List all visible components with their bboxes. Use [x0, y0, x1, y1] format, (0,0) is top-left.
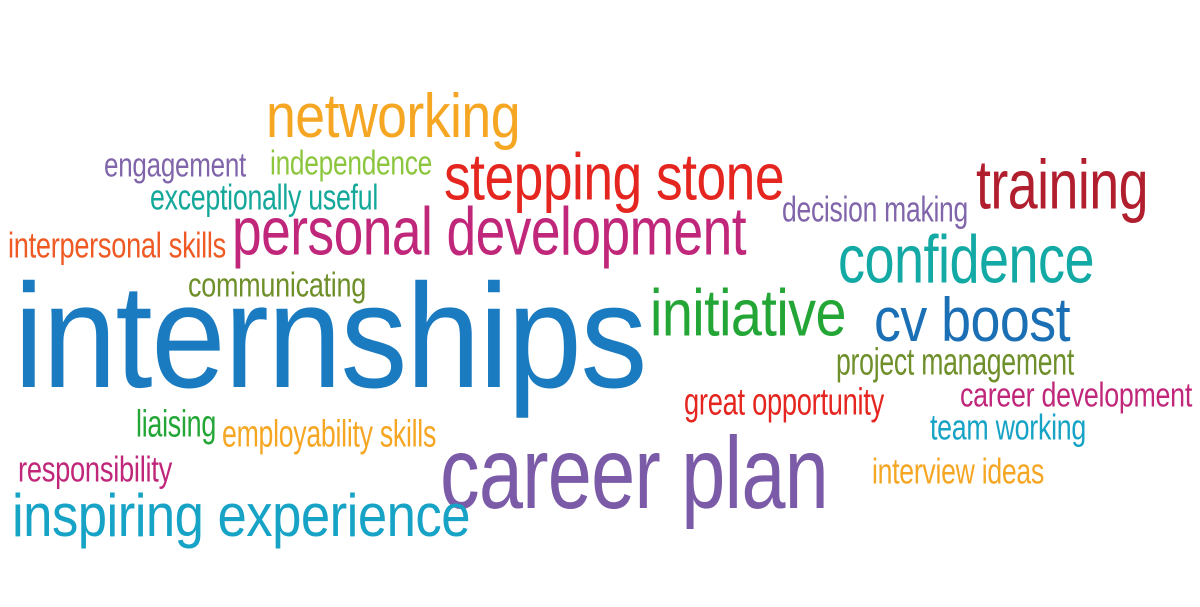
word-personal-development: personal development [232, 193, 747, 270]
word-training: training [976, 145, 1149, 224]
word-stepping-stone: stepping stone [444, 139, 785, 214]
word-great-opportunity: great opportunity [684, 380, 885, 424]
word-career-plan: career plan [440, 415, 829, 530]
word-cv-boost: cv boost [874, 285, 1071, 356]
word-responsibility: responsibility [18, 449, 172, 491]
word-networking: networking [266, 81, 521, 152]
word-engagement: engagement [104, 145, 247, 184]
word-interview-ideas: interview ideas [872, 451, 1044, 493]
word-exceptionally-useful: exceptionally useful [150, 177, 378, 219]
word-inspiring-experience: inspiring experience [12, 481, 471, 550]
word-career-development: career development [960, 375, 1193, 414]
word-internships: internships [14, 253, 647, 419]
word-liaising: liaising [136, 402, 217, 446]
word-decision-making: decision making [782, 189, 969, 231]
word-employability-skills: employability skills [222, 412, 437, 456]
word-interpersonal-skills: interpersonal skills [8, 225, 227, 267]
word-confidence: confidence [838, 221, 1095, 298]
word-communicating: communicating [188, 265, 366, 304]
word-initiative: initiative [650, 275, 847, 350]
word-team-working: team working [930, 407, 1086, 449]
word-project-management: project management [836, 340, 1074, 384]
word-independence: independence [270, 143, 432, 182]
